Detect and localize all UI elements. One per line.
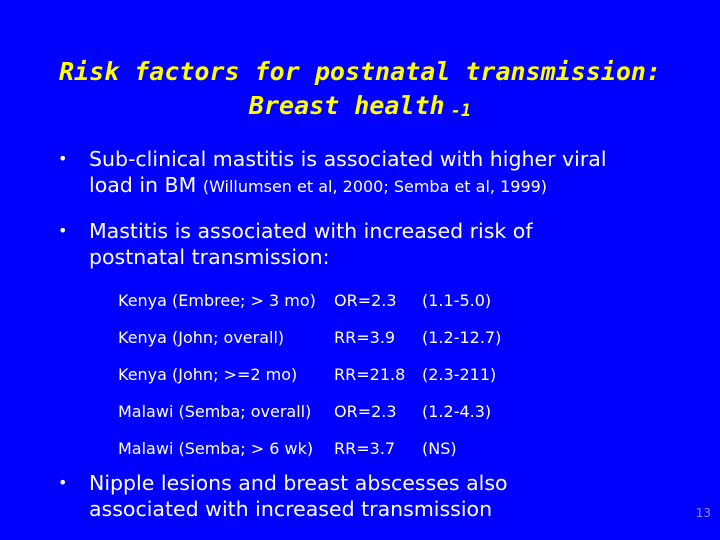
table-row: Kenya (John; >=2 mo) RR=21.8 (2.3-211) bbox=[118, 356, 501, 393]
bullet-line-2: load in BM (Willumsen et al, 2000; Semba… bbox=[89, 172, 689, 200]
bullet-text: Mastitis is associated with increased ri… bbox=[89, 218, 689, 270]
bullet-line-2-main: load in BM bbox=[89, 173, 197, 197]
bullet-marker: • bbox=[58, 149, 68, 168]
bullet-marker: • bbox=[58, 473, 68, 492]
ci-cell: (2.3-211) bbox=[422, 365, 497, 384]
bullet-line-1: Nipple lesions and breast abscesses also bbox=[89, 471, 508, 495]
table-row: Kenya (John; overall) RR=3.9 (1.2-12.7) bbox=[118, 319, 501, 356]
bullet-line-1: Mastitis is associated with increased ri… bbox=[89, 219, 533, 243]
study-cell: Kenya (John; overall) bbox=[118, 328, 285, 347]
page-number: 13 bbox=[695, 506, 711, 520]
study-cell: Kenya (Embree; > 3 mo) bbox=[118, 291, 316, 310]
stat-cell: OR=2.3 bbox=[334, 291, 397, 310]
bullet-marker: • bbox=[58, 221, 68, 240]
ci-cell: (1.1-5.0) bbox=[422, 291, 492, 310]
table-row: Kenya (Embree; > 3 mo) OR=2.3 (1.1-5.0) bbox=[118, 282, 501, 319]
bullet-line-1: Sub-clinical mastitis is associated with… bbox=[89, 147, 607, 171]
study-cell: Malawi (Semba; overall) bbox=[118, 402, 312, 421]
title-suffix: -1 bbox=[450, 101, 472, 121]
ci-cell: (1.2-12.7) bbox=[422, 328, 502, 347]
bullet-text: Nipple lesions and breast abscesses also… bbox=[89, 470, 689, 522]
results-table: Kenya (Embree; > 3 mo) OR=2.3 (1.1-5.0) … bbox=[118, 282, 501, 467]
stat-cell: OR=2.3 bbox=[334, 402, 397, 421]
ci-cell: (1.2-4.3) bbox=[422, 402, 492, 421]
stat-cell: RR=21.8 bbox=[334, 365, 406, 384]
title-line-2-text: Breast health bbox=[248, 91, 445, 120]
citation: (Willumsen et al, 2000; Semba et al, 199… bbox=[202, 177, 548, 196]
bullet-line-2: postnatal transmission: bbox=[89, 245, 330, 269]
study-cell: Kenya (John; >=2 mo) bbox=[118, 365, 298, 384]
stat-cell: RR=3.9 bbox=[334, 328, 396, 347]
title-line-1: Risk factors for postnatal transmission: bbox=[58, 57, 662, 86]
bullet-line-2: associated with increased transmission bbox=[89, 497, 493, 521]
title-line-2: Breast health -1 bbox=[0, 89, 720, 128]
table-row: Malawi (Semba; overall) OR=2.3 (1.2-4.3) bbox=[118, 393, 501, 430]
bullet-text: Sub-clinical mastitis is associated with… bbox=[89, 146, 689, 200]
slide-title: Risk factors for postnatal transmission:… bbox=[0, 55, 720, 128]
table-row: Malawi (Semba; > 6 wk) RR=3.7 (NS) bbox=[118, 430, 501, 467]
stat-cell: RR=3.7 bbox=[334, 439, 396, 458]
study-cell: Malawi (Semba; > 6 wk) bbox=[118, 439, 314, 458]
ci-cell: (NS) bbox=[422, 439, 457, 458]
